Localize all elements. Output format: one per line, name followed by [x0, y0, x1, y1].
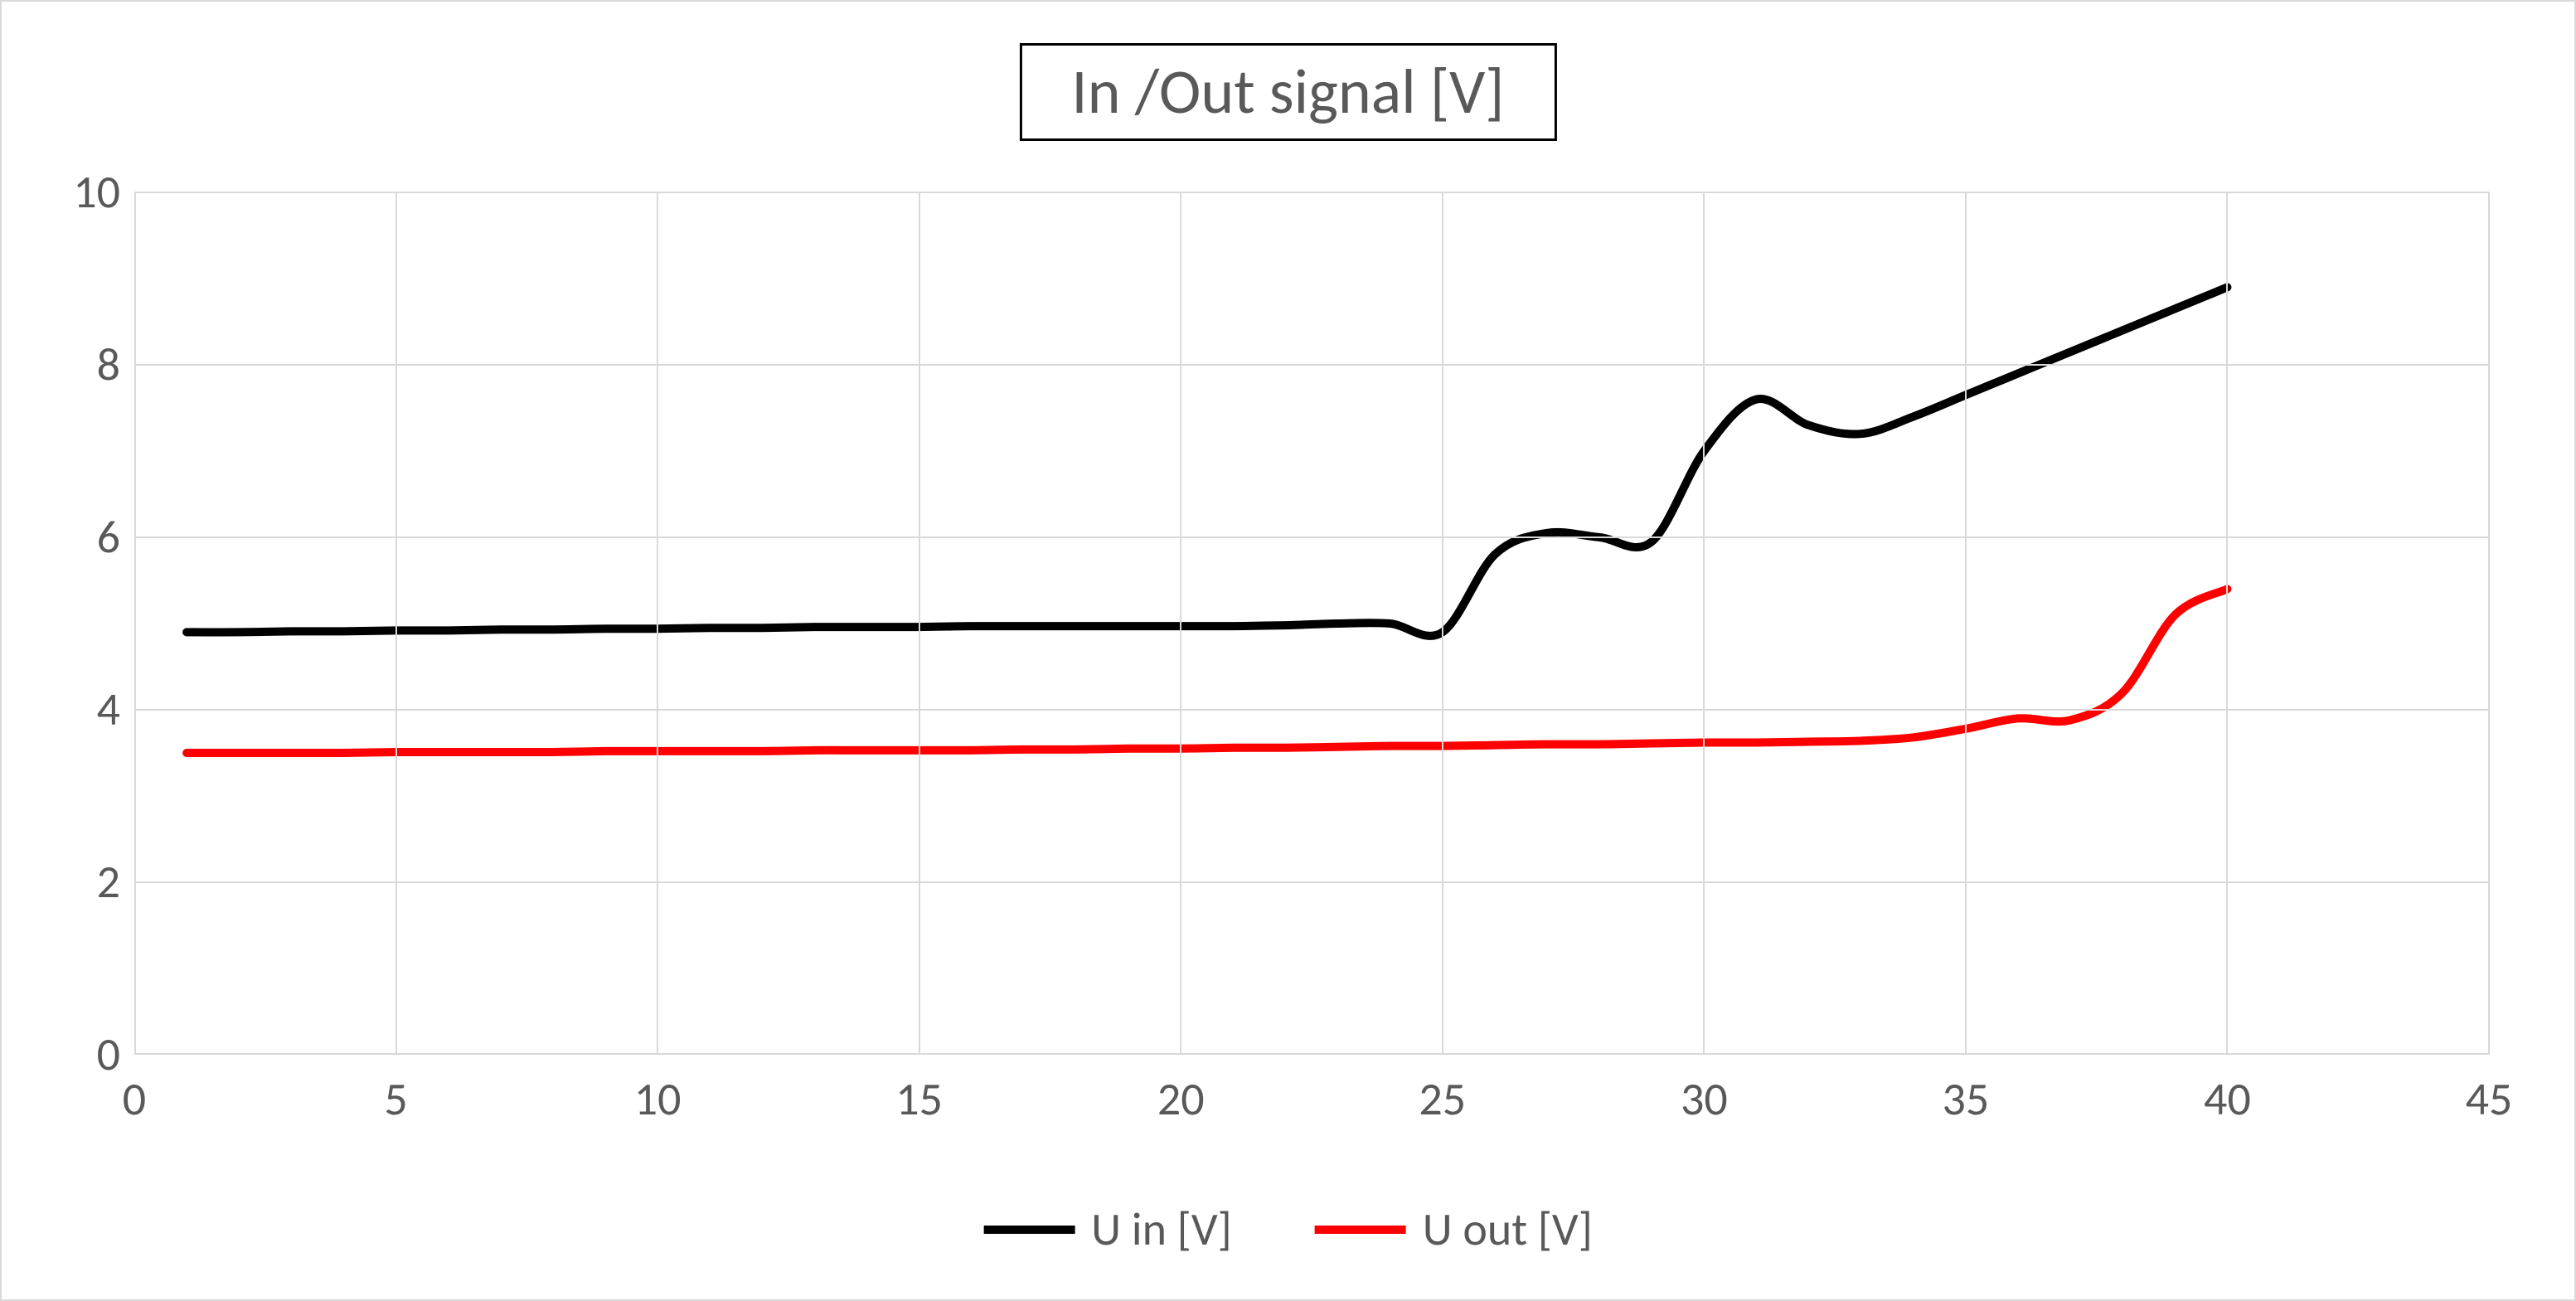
grid-horizontal	[134, 536, 2489, 538]
y-tick-label: 6	[21, 509, 120, 566]
legend-swatch-uout	[1315, 1226, 1406, 1234]
y-tick-label: 4	[21, 682, 120, 738]
y-tick-label: 10	[21, 164, 120, 221]
grid-vertical	[395, 192, 397, 1055]
series-line-uin	[187, 287, 2227, 635]
x-tick-label: 20	[1157, 1071, 1205, 1128]
y-tick-label: 0	[21, 1027, 120, 1083]
x-tick-label: 10	[634, 1071, 682, 1128]
legend-item-uout: U out [V]	[1315, 1201, 1593, 1258]
legend-label-uout: U out [V]	[1423, 1201, 1593, 1258]
chart-title-box: In /Out signal [V]	[1019, 43, 1556, 141]
legend-item-uin: U in [V]	[983, 1201, 1232, 1258]
x-tick-label: 15	[895, 1071, 943, 1128]
x-tick-label: 0	[123, 1071, 146, 1128]
x-tick-label: 35	[1942, 1071, 1989, 1128]
x-tick-label: 5	[384, 1071, 407, 1128]
plot-area	[134, 192, 2489, 1055]
grid-horizontal	[134, 881, 2489, 883]
grid-horizontal	[134, 364, 2489, 366]
grid-vertical	[2226, 192, 2228, 1055]
legend-label-uin: U in [V]	[1091, 1201, 1232, 1258]
grid-vertical	[1703, 192, 1705, 1055]
y-tick-label: 2	[21, 854, 120, 910]
legend: U in [V] U out [V]	[983, 1201, 1593, 1258]
x-tick-label: 45	[2466, 1071, 2513, 1128]
legend-swatch-uin	[983, 1226, 1075, 1234]
grid-horizontal	[134, 709, 2489, 711]
grid-vertical	[919, 192, 920, 1055]
grid-vertical	[2488, 192, 2490, 1055]
chart-container: In /Out signal [V] U in [V] U out [V] 0 5…	[0, 0, 2576, 1301]
x-tick-label: 40	[2204, 1071, 2251, 1128]
grid-vertical	[1965, 192, 1967, 1055]
series-line-uout	[187, 589, 2227, 753]
series-svg	[134, 192, 2489, 1055]
y-tick-label: 8	[21, 337, 120, 393]
x-tick-label: 25	[1419, 1071, 1466, 1128]
chart-title: In /Out signal [V]	[1071, 54, 1504, 130]
grid-vertical	[1442, 192, 1443, 1055]
grid-horizontal	[134, 192, 2489, 193]
x-tick-label: 30	[1681, 1071, 1728, 1128]
grid-vertical	[657, 192, 658, 1055]
grid-vertical	[1180, 192, 1181, 1055]
